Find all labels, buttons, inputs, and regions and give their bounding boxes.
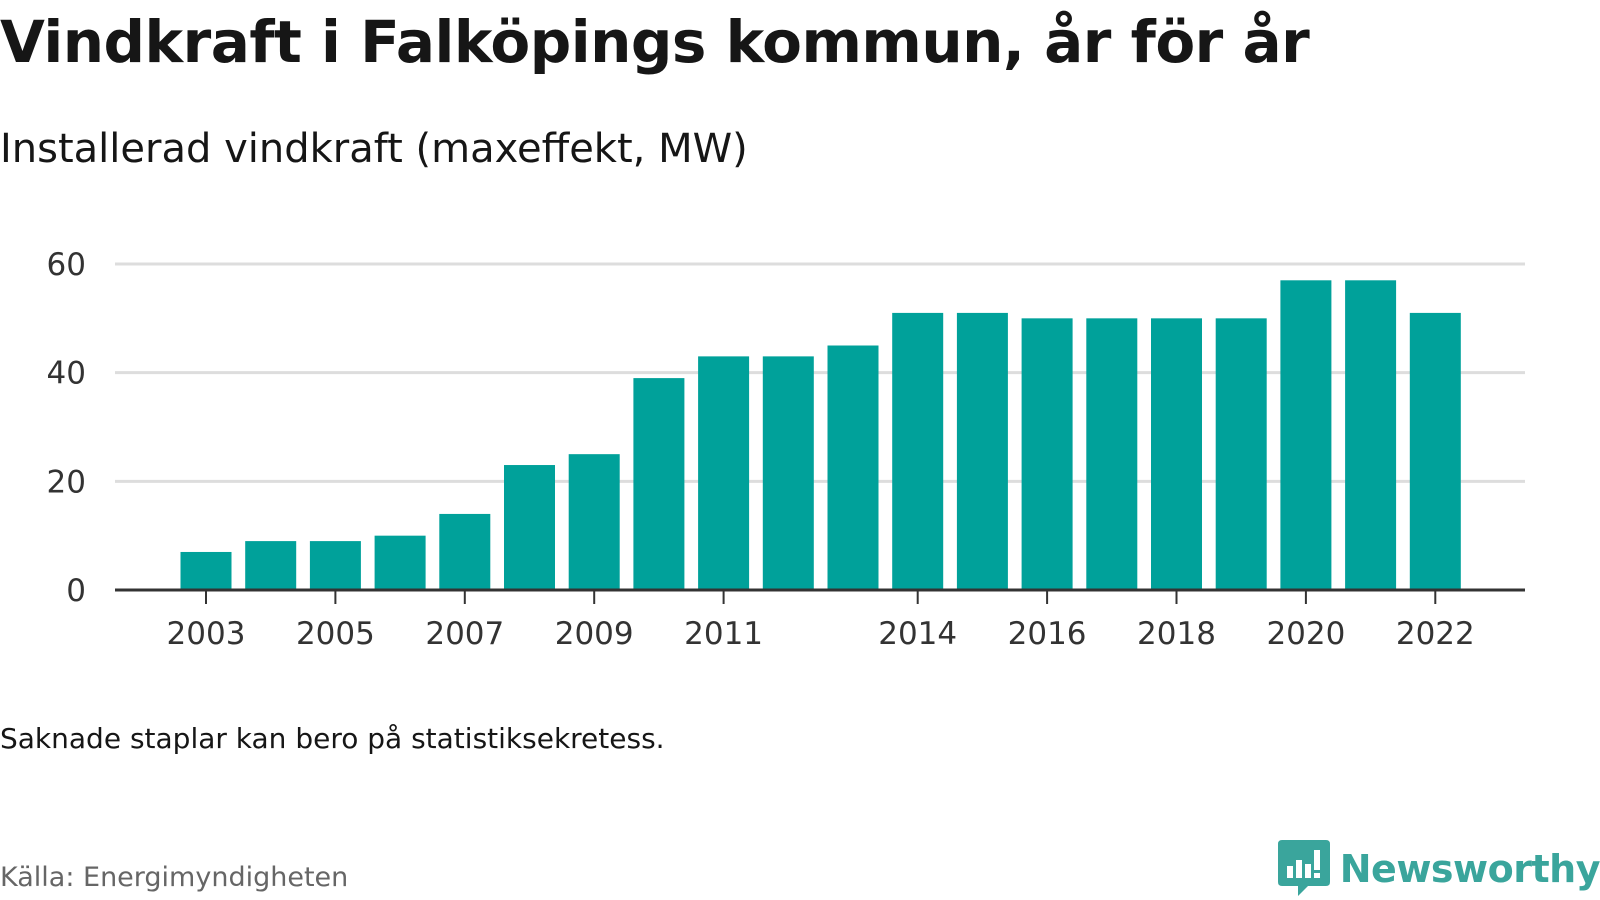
x-tick-label: 2007 [425, 616, 504, 652]
bar-2005 [309, 541, 361, 590]
bar-2012 [762, 356, 814, 590]
y-axis-labels: 0 20 40 60 [47, 247, 86, 609]
bar-2021 [1345, 280, 1397, 590]
bar-2003 [180, 551, 232, 590]
brand: Newsworthy [1277, 840, 1600, 898]
brand-name: Newsworthy [1339, 847, 1600, 891]
y-tick-label: 20 [47, 464, 86, 500]
bar-2014 [892, 312, 944, 590]
bar-2007 [439, 513, 491, 590]
bar-2016 [1021, 318, 1073, 590]
y-tick-label: 0 [66, 573, 86, 609]
bar-2013 [827, 345, 879, 590]
bar-2017 [1086, 318, 1138, 590]
x-tick-label: 2003 [167, 616, 246, 652]
x-tick-label: 2005 [296, 616, 375, 652]
chart-title: Vindkraft i Falköpings kommun, år för år [0, 8, 1310, 76]
bar-2008 [504, 465, 555, 590]
bar-2018 [1151, 318, 1202, 590]
bar-chart: 0 20 40 60 2003 2005 2007 2009 2011 2014 2016 2018… [47, 247, 1525, 652]
x-tick-label: 2009 [555, 616, 634, 652]
source-text: Källa: Energimyndigheten [0, 862, 349, 893]
bar-2006 [374, 535, 426, 590]
chart-subtitle: Installerad vindkraft (maxeffekt, MW) [0, 126, 748, 172]
y-tick-label: 40 [47, 356, 86, 392]
x-axis-labels: 2003 2005 2007 2009 2011 2014 2016 2018 2020 2022 [167, 590, 1475, 652]
newsworthy-logo-icon [1277, 840, 1330, 896]
x-tick-label: 2011 [684, 616, 763, 652]
y-tick-label: 60 [47, 247, 86, 283]
bar-2015 [956, 312, 1008, 590]
bar-2010 [633, 378, 685, 590]
x-tick-label: 2014 [878, 616, 957, 652]
bar-2011 [698, 356, 750, 590]
bar-2019 [1215, 318, 1267, 590]
bar-2009 [568, 454, 620, 590]
bars [180, 280, 1461, 590]
x-tick-label: 2018 [1137, 616, 1216, 652]
bar-2022 [1409, 312, 1461, 590]
bar-2004 [245, 541, 297, 590]
x-tick-label: 2020 [1266, 616, 1345, 652]
x-tick-label: 2016 [1008, 616, 1087, 652]
footnote: Saknade staplar kan bero på statistiksek… [0, 722, 665, 755]
bar-2020 [1280, 280, 1332, 590]
x-tick-label: 2022 [1396, 616, 1475, 652]
